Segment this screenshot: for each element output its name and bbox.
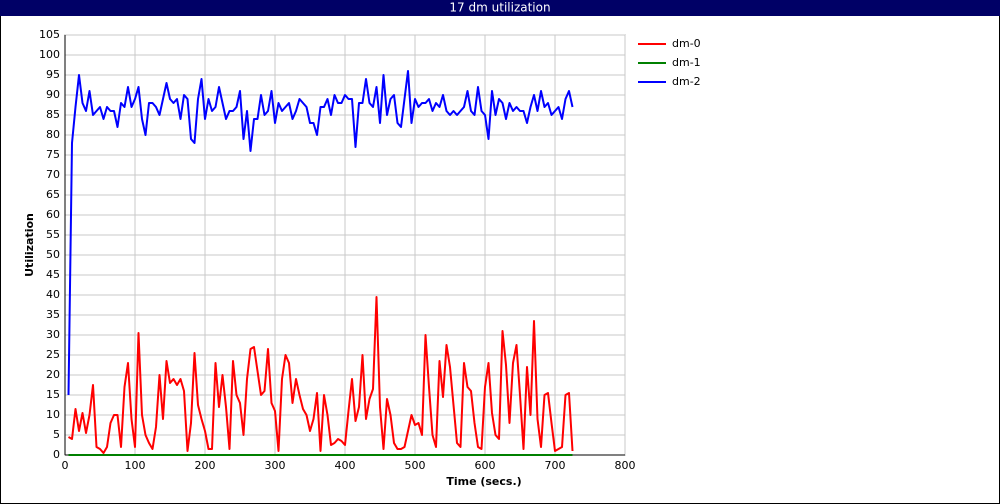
y-tick-label: 60 [46,208,60,221]
x-tick-label: 0 [62,459,69,472]
title-bar [0,0,1000,16]
y-tick-label: 30 [46,328,60,341]
x-tick-label: 700 [545,459,566,472]
x-tick-label: 400 [335,459,356,472]
x-axis-label: Time (secs.) [446,475,521,488]
chart-title: 17 dm utilization [449,1,550,15]
y-tick-label: 35 [46,308,60,321]
x-tick-label: 600 [475,459,496,472]
y-tick-label: 80 [46,128,60,141]
y-tick-label: 95 [46,68,60,81]
y-tick-label: 20 [46,368,60,381]
y-tick-label: 0 [53,448,60,461]
legend-label: dm-2 [672,75,701,88]
y-tick-label: 75 [46,148,60,161]
y-tick-label: 45 [46,268,60,281]
y-tick-label: 40 [46,288,60,301]
y-tick-label: 85 [46,108,60,121]
y-tick-label: 15 [46,388,60,401]
y-tick-label: 70 [46,168,60,181]
x-tick-label: 300 [265,459,286,472]
legend-label: dm-0 [672,37,701,50]
x-tick-label: 500 [405,459,426,472]
y-tick-label: 25 [46,348,60,361]
y-tick-label: 50 [46,248,60,261]
series-line [68,296,574,454]
y-tick-label: 65 [46,188,60,201]
x-tick-label: 200 [195,459,216,472]
y-tick-label: 105 [39,28,60,41]
series-line [67,70,574,396]
y-tick-label: 55 [46,228,60,241]
y-axis-label: Utilization [23,213,36,277]
y-tick-label: 10 [46,408,60,421]
y-tick-label: 100 [39,48,60,61]
y-tick-label: 5 [53,428,60,441]
legend-label: dm-1 [672,56,701,69]
x-tick-label: 800 [615,459,636,472]
x-tick-label: 100 [125,459,146,472]
y-tick-label: 90 [46,88,60,101]
